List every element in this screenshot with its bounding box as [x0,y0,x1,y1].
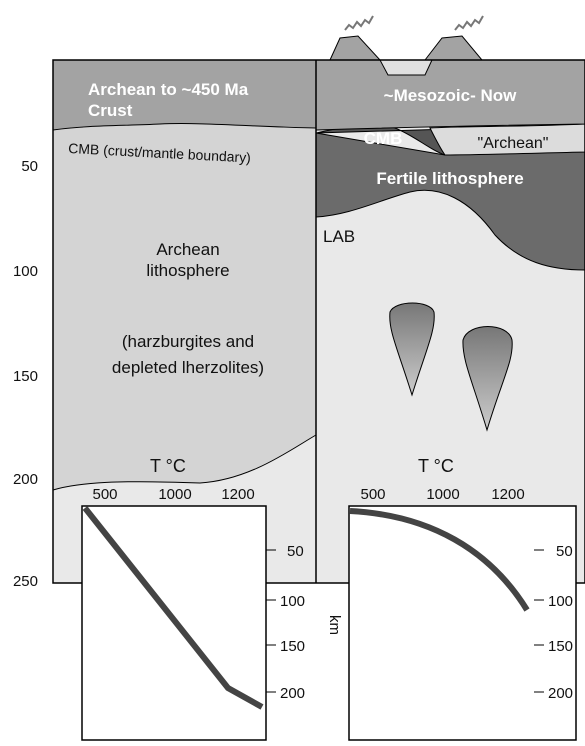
label: (harzburgites and [122,332,254,351]
label: depleted lherzolites) [112,358,264,377]
tick-label: 1000 [158,486,191,503]
tick-label: 1200 [221,486,254,503]
label: T °C [418,456,454,476]
tick-label: 150 [548,638,573,655]
tick-label: 500 [92,486,117,503]
label: LAB [323,227,355,246]
depth-axis: 50 100 150 200 250 [13,158,38,590]
label: Crust [88,101,133,120]
tick-label: 1200 [491,486,524,503]
label: T °C [150,456,186,476]
tick-label: 200 [548,685,573,702]
label: Archean to ~450 Ma [88,80,249,99]
label: ~Mesozoic- Now [384,86,517,105]
smoke [455,16,483,30]
tick-label: 50 [287,543,304,560]
tick-label: 200 [280,685,305,702]
volcano [425,36,482,60]
rift [380,60,432,75]
tick-label: 50 [21,158,38,175]
diagram: 50 100 150 200 250 Archean to ~450 Ma Cr… [0,0,585,746]
tick-label: 150 [13,368,38,385]
smoke [345,16,373,30]
tick-label: 200 [13,471,38,488]
tick-label: 50 [556,543,573,560]
label: Fertile lithosphere [376,169,523,188]
tick-label: 100 [280,593,305,610]
label: lithosphere [146,261,229,280]
tick-label: 500 [360,486,385,503]
label: CMB [364,129,403,148]
tick-label: 100 [548,593,573,610]
axis-label: km [326,615,343,635]
label: "Archean" [478,135,549,152]
volcano [330,36,380,60]
tick-label: 1000 [426,486,459,503]
tick-label: 250 [13,573,38,590]
tick-label: 100 [13,263,38,280]
label: Archean [156,240,219,259]
tick-label: 150 [280,638,305,655]
